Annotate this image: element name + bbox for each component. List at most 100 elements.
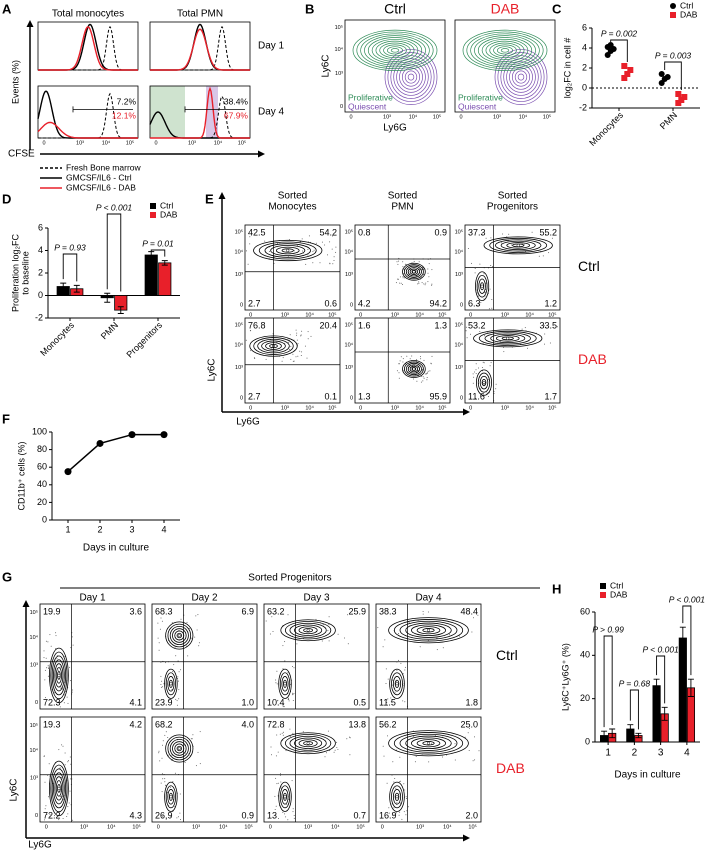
event-dot: [386, 782, 388, 784]
event-dot: [332, 263, 334, 265]
flow-tick-label: 10⁴: [30, 747, 39, 754]
flow-tick-label: 10⁴: [305, 311, 314, 318]
event-dot: [538, 255, 540, 257]
contour: [167, 676, 175, 692]
flow-tick-label: 0: [359, 405, 362, 411]
bar: [678, 637, 687, 743]
contour: [470, 33, 540, 68]
contour: [394, 679, 400, 688]
event-dot: [196, 629, 198, 631]
event-dot: [468, 750, 470, 751]
contour: [407, 364, 420, 374]
error-bar: [653, 678, 660, 693]
contour-peak: [177, 746, 181, 751]
quadrant-percent: 95.9: [429, 391, 447, 401]
flow-tick-label: 10⁴: [331, 823, 340, 830]
quadrant-percent: 0.9: [434, 227, 447, 237]
data-point: [607, 42, 614, 48]
contour: [303, 741, 314, 746]
event-dot: [162, 816, 163, 818]
flow-tick-label: 10³: [76, 140, 84, 146]
flow-tick-label: 10⁵: [328, 404, 336, 411]
significance-bracket: [610, 39, 628, 62]
flow-tick-label: 10³: [493, 114, 501, 120]
flow-tick-label: 10⁵: [126, 139, 134, 146]
x-tick-label: 3: [658, 748, 664, 759]
event-dot: [475, 305, 477, 307]
event-dot: [349, 754, 351, 756]
event-dot: [471, 631, 473, 633]
event-dot: [393, 813, 395, 815]
flow-tick-label: 10³: [416, 824, 424, 830]
quadrant-percent: 0.6: [324, 298, 337, 308]
event-dot: [431, 743, 432, 745]
event-dot: [288, 697, 289, 699]
flow-tick-label: 10³: [192, 824, 200, 830]
flow-tick-label: 10⁵: [345, 321, 353, 328]
contour: [270, 244, 306, 256]
event-dot: [427, 272, 429, 274]
event-dot: [56, 658, 58, 660]
event-dot: [421, 282, 423, 284]
event-dot: [344, 637, 345, 639]
contour: [379, 42, 411, 59]
event-dot: [164, 778, 166, 780]
flow-tick-label: 10⁴: [443, 823, 452, 830]
arrow-head: [26, 20, 34, 27]
event-dot: [426, 379, 428, 381]
contour: [403, 264, 424, 280]
contour: [393, 58, 429, 96]
event-dot: [280, 787, 282, 789]
flow-tick-label: 0: [35, 700, 38, 706]
contour: [283, 792, 287, 801]
event-dot: [44, 808, 46, 810]
contour: [402, 262, 426, 281]
event-dot: [168, 699, 170, 701]
event-dot: [510, 244, 512, 246]
event-dot: [199, 731, 201, 733]
event-dot: [167, 737, 169, 738]
p-value: P < 0.001: [642, 644, 679, 654]
event-dot: [479, 331, 481, 332]
event-dot: [431, 283, 433, 285]
contour: [174, 630, 185, 641]
event-dot: [284, 813, 286, 815]
event-dot: [253, 357, 255, 359]
column-title: Day 1: [79, 593, 106, 604]
event-dot: [285, 750, 287, 752]
event-dot: [65, 690, 67, 692]
population-label: Quiescent: [348, 101, 387, 111]
contour: [284, 621, 332, 640]
y-tick-label: 2: [582, 62, 587, 72]
event-dot: [54, 815, 55, 817]
contour: [49, 760, 69, 817]
event-dot: [334, 749, 336, 751]
event-dot: [384, 639, 386, 641]
event-dot: [465, 330, 467, 332]
event-dot: [296, 643, 298, 645]
contour: [384, 49, 438, 105]
event-dot: [400, 662, 402, 664]
event-dot: [49, 634, 51, 636]
event-dot: [292, 692, 293, 694]
quadrant-percent: 42.5: [248, 227, 266, 237]
legend-label: DAB: [160, 209, 178, 219]
quadrant-percent: 37.3: [468, 227, 486, 237]
event-dot: [199, 763, 201, 765]
contour: [402, 360, 426, 378]
event-dot: [336, 747, 338, 748]
event-dot: [307, 249, 309, 250]
event-dot: [402, 261, 404, 263]
contour: [494, 49, 548, 105]
event-dot: [471, 262, 472, 264]
contour-peak: [286, 248, 290, 253]
quadrant-percent: 1.3: [358, 391, 371, 401]
legend-label: GMCSF/IL6 - DAB: [66, 182, 136, 192]
event-dot: [405, 814, 407, 816]
event-dot: [198, 642, 200, 644]
flow-tick-label: 10⁵: [433, 113, 441, 120]
event-dot: [177, 676, 179, 678]
event-dot: [178, 671, 180, 673]
event-dot: [328, 640, 330, 642]
flow-tick-label: 0: [340, 104, 343, 110]
